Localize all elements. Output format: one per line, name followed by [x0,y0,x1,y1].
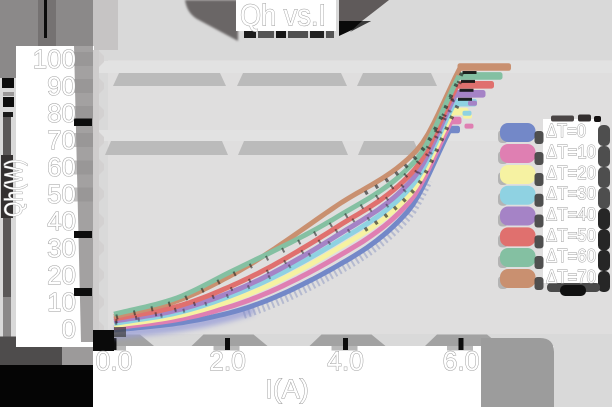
svg-text:70: 70 [47,125,76,155]
svg-text:90: 90 [47,71,76,101]
svg-text:2.0: 2.0 [209,346,246,376]
svg-text:ΔT=60: ΔT=60 [546,245,596,266]
svg-text:Qh(W): Qh(W) [0,159,28,217]
svg-text:50: 50 [47,179,76,209]
svg-text:ΔT=70: ΔT=70 [546,266,596,287]
svg-text:10: 10 [47,287,76,317]
svg-text:80: 80 [47,98,76,128]
svg-text:Qh vs.I: Qh vs.I [240,0,326,33]
svg-text:ΔT=50: ΔT=50 [546,224,596,245]
svg-text:4.0: 4.0 [327,346,364,376]
svg-text:0: 0 [62,314,76,344]
svg-text:0.0: 0.0 [96,346,133,376]
svg-text:100: 100 [33,44,76,74]
svg-text:ΔT=30: ΔT=30 [546,183,596,204]
svg-text:40: 40 [47,206,76,236]
svg-text:ΔT=10: ΔT=10 [546,141,596,162]
svg-text:ΔT=20: ΔT=20 [546,162,596,183]
svg-text:I(A): I(A) [265,374,309,404]
svg-text:60: 60 [47,152,76,182]
svg-text:ΔT=0: ΔT=0 [546,120,586,141]
svg-text:6.0: 6.0 [443,346,480,376]
svg-text:20: 20 [47,260,76,290]
svg-text:ΔT=40: ΔT=40 [546,204,596,225]
svg-text:30: 30 [47,233,76,263]
